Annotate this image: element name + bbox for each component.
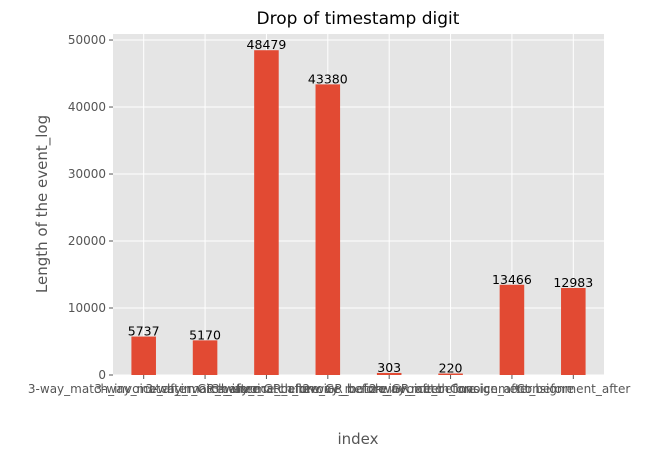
- x-tick-label-2: 3-way_match_invoice_before_GR_before: [146, 382, 388, 396]
- bar-4: [315, 84, 341, 375]
- data-label-2: 5170: [189, 327, 221, 342]
- data-label-8: 12983: [553, 275, 593, 290]
- bar-3: [254, 50, 279, 376]
- bar-6: [438, 373, 463, 375]
- data-label-3: 48479: [247, 37, 287, 52]
- x-tick-label-1: 3-way_match_invoice_after_GR_after: [94, 382, 315, 396]
- x-tick-label-6: Consignment_before: [450, 382, 574, 396]
- x-tick-label-0: 3-way_match_invoice_after_GR_before: [28, 382, 260, 396]
- bars: [131, 50, 586, 376]
- x-axis-ticks: 3-way_match_invoice_after_GR_before3-way…: [28, 375, 630, 396]
- bar-2: [192, 340, 218, 375]
- x-tick-label-4: 2-way_match_invoice_before: [302, 382, 476, 396]
- x-tick-label-5: 2-way_match_invoice_after: [369, 382, 532, 396]
- y-tick-label-3: 30000: [68, 167, 106, 181]
- y-tick-label-1: 10000: [68, 301, 106, 315]
- data-label-5: 303: [377, 360, 401, 375]
- bar-1: [131, 336, 156, 375]
- y-axis-ticks: 0 10000 20000 30000 40000 50000: [68, 33, 113, 382]
- chart-title: Drop of timestamp digit: [257, 9, 460, 29]
- bar-8: [561, 288, 586, 375]
- data-label-6: 220: [439, 361, 463, 376]
- y-tick-label-5: 50000: [68, 33, 106, 47]
- data-labels: 5737 5170 48479 43380 303 220 13466 12983: [128, 37, 593, 375]
- y-tick-label-0: 0: [98, 368, 106, 382]
- bar-5: [376, 372, 402, 375]
- x-tick-label-7: Consignment_after: [516, 382, 630, 396]
- data-label-1: 5737: [128, 324, 160, 339]
- bar-7: [499, 284, 525, 375]
- y-tick-label-2: 20000: [68, 234, 106, 248]
- plot-area: [113, 34, 604, 375]
- data-label-7: 13466: [492, 272, 532, 287]
- x-axis-label: index: [337, 430, 378, 448]
- y-axis-label: Length of the event_log: [33, 115, 52, 293]
- y-tick-label-4: 40000: [68, 100, 106, 114]
- data-label-4: 43380: [308, 71, 348, 86]
- x-tick-label-3: 3-way_match_invoice_before_GR_after: [212, 382, 444, 396]
